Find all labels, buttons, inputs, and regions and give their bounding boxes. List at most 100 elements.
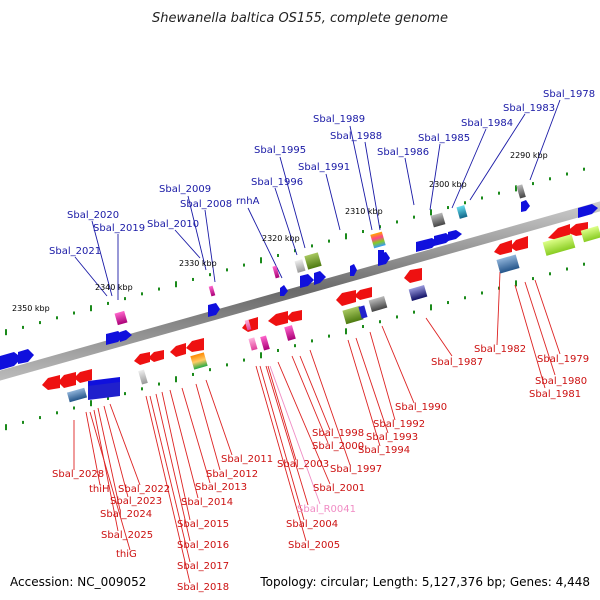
leader-line [469, 113, 526, 201]
gene-label: Sbal_2008 [180, 199, 232, 210]
tick-mark [464, 201, 466, 205]
leader-line [404, 157, 415, 206]
tick-mark [73, 311, 75, 315]
tick-mark [532, 277, 534, 281]
gene-label: Sbal_1982 [474, 344, 526, 355]
tick-mark [464, 296, 466, 300]
leader-line [187, 195, 207, 271]
tick-labels: 2290 kbp 2300 kbp 2310 kbp 2320 kbp 2330… [12, 151, 548, 313]
gene-label: Sbal_1992 [373, 419, 425, 430]
tick-label: 2300 kbp [429, 180, 467, 189]
tick-mark [175, 281, 177, 288]
gene-label: Sbal_2015 [177, 519, 229, 530]
tick-mark [498, 191, 500, 195]
tick-label: 2350 kbp [12, 304, 50, 313]
leader-line [89, 411, 131, 551]
tick-mark [158, 287, 160, 291]
gene-label: Sbal_1997 [330, 464, 382, 475]
tick-mark [192, 277, 194, 281]
leader-line [325, 173, 341, 231]
leader-line [149, 395, 191, 563]
leader-line [274, 187, 298, 256]
gene-label: Sbal_2022 [118, 484, 170, 495]
tick-mark [5, 424, 7, 431]
tick-mark [549, 272, 551, 276]
leader-line [349, 125, 373, 231]
gene-label: Sbal_1998 [312, 428, 364, 439]
tick-mark [243, 263, 245, 267]
gene-label: Sbal_1990 [395, 402, 447, 413]
leader-line [97, 407, 121, 511]
tick-label: 2330 kbp [179, 259, 217, 268]
gene-label: Sbal_2016 [177, 540, 229, 551]
tick-mark [515, 280, 517, 287]
leader-line [161, 391, 191, 521]
tick-mark [141, 292, 143, 296]
leader-line [534, 279, 561, 355]
gene-label: Sbal_R0041 [297, 504, 356, 515]
tick-mark [447, 301, 449, 305]
tick-mark [430, 304, 432, 311]
leader-line [93, 409, 119, 532]
gene-label: Sbal_1987 [431, 357, 483, 368]
gene-label: Sbal_2023 [110, 496, 162, 507]
gene-label: Sbal_2019 [93, 223, 145, 234]
gene-label: Sbal_2013 [195, 482, 247, 493]
gene-label: Sbal_1996 [251, 177, 303, 188]
leader-line [85, 411, 101, 486]
leader-line [529, 99, 561, 181]
tick-mark [430, 209, 432, 216]
tick-mark [294, 344, 296, 348]
leader-lines [73, 99, 561, 584]
tick-label: 2310 kbp [345, 207, 383, 216]
map-title: Shewanella baltica OS155, complete genom… [152, 11, 448, 26]
gene-label: Sbal_2017 [177, 561, 229, 572]
leader-line [259, 365, 305, 521]
leader-line [145, 395, 191, 584]
gene-label: Sbal_1985 [418, 133, 470, 144]
gene-label: Sbal_1979 [537, 354, 589, 365]
tick-mark [583, 262, 585, 266]
leader-line [255, 365, 307, 542]
tick-mark [311, 339, 313, 343]
leader-line [103, 405, 129, 498]
gene-label: Sbal_1980 [535, 376, 587, 387]
gene-label: thiG [116, 549, 137, 560]
gene-label: Sbal_2018 [177, 582, 229, 593]
leader-line [429, 143, 441, 211]
tick-mark [158, 382, 160, 386]
gene-label: Sbal_1993 [366, 432, 418, 443]
tick-mark [277, 253, 279, 257]
tick-mark [515, 185, 517, 192]
tick-mark [311, 244, 313, 248]
leader-line [347, 339, 381, 447]
leader-line [269, 365, 321, 505]
gene-label: thiH [89, 484, 110, 495]
leader-line [181, 387, 211, 484]
tick-mark [481, 196, 483, 200]
gene-label: Sbal_1995 [254, 145, 306, 156]
tick-mark [345, 328, 347, 335]
tick-mark [413, 310, 415, 314]
tick-mark [481, 291, 483, 295]
leader-line [277, 361, 331, 485]
tick-mark [549, 177, 551, 181]
gene-label: Sbal_2009 [159, 184, 211, 195]
tick-label: 2290 kbp [510, 151, 548, 160]
tick-mark [39, 416, 41, 420]
leader-line [155, 393, 191, 542]
tick-mark [22, 325, 24, 329]
leader-line [369, 331, 396, 421]
tick-mark [39, 321, 41, 325]
tick-mark [141, 387, 143, 391]
gene-label: Sbal_2010 [147, 219, 199, 230]
tick-mark [362, 230, 364, 234]
tick-mark [566, 172, 568, 176]
gene-label: Sbal_1989 [313, 114, 365, 125]
tick-mark [107, 396, 109, 400]
leader-line [204, 209, 216, 283]
tick-mark [107, 301, 109, 305]
tick-mark [447, 206, 449, 210]
tick-label: 2320 kbp [262, 234, 300, 243]
leader-line [299, 355, 331, 431]
